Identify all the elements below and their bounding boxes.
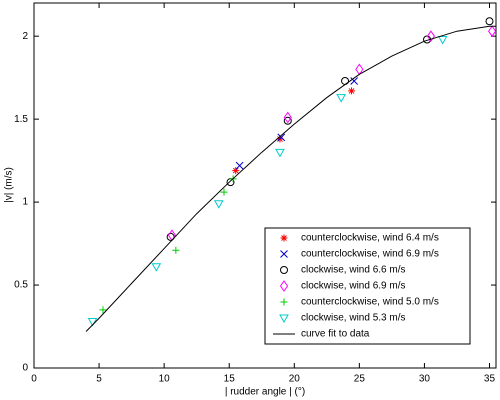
point (232, 167, 240, 175)
point (151, 263, 162, 272)
legend-label: counterclockwise, wind 5.0 m/s (301, 297, 439, 308)
legend: counterclockwise, wind 6.4 m/s counterclo… (264, 227, 471, 345)
point (350, 77, 358, 85)
x-tick-label: 15 (224, 374, 236, 385)
point (277, 133, 286, 142)
point (426, 30, 436, 43)
point (275, 148, 285, 158)
fit-curve (85, 25, 496, 332)
legend-label: clockwise, wind 5.3 m/s (301, 313, 405, 324)
y-tick-label: 0.5 (14, 280, 28, 291)
point (485, 17, 494, 26)
x-tick-label: 30 (419, 374, 431, 385)
legend-label: clockwise, wind 6.9 m/s (301, 281, 405, 292)
x-axis-label: | rudder angle | (°) (225, 387, 305, 398)
legend-label: counterclockwise, wind 6.9 m/s (301, 249, 439, 260)
point (487, 25, 497, 38)
x-tick-label: 35 (484, 374, 496, 385)
x-tick-label: 10 (159, 374, 171, 385)
point (235, 161, 244, 170)
point (341, 76, 350, 85)
point (213, 200, 224, 209)
point (336, 94, 346, 103)
legend-box (264, 227, 471, 345)
x-tick-label: 5 (96, 374, 102, 385)
point (87, 318, 98, 327)
y-axis-label: |v| (m/s) (4, 167, 15, 203)
y-tick-label: 1.5 (14, 114, 28, 125)
point (283, 111, 292, 124)
x-tick-label: 20 (289, 374, 301, 385)
y-tick-label: 2 (22, 31, 28, 42)
point (280, 234, 288, 242)
legend-label: counterclockwise, wind 6.4 m/s (301, 233, 439, 244)
point (283, 116, 292, 125)
point (280, 266, 288, 274)
point (348, 87, 356, 95)
x-tick-label: 0 (31, 374, 37, 385)
legend-label: clockwise, wind 6.6 m/s (301, 265, 405, 276)
y-tick-label: 0 (22, 363, 28, 374)
point (220, 188, 228, 196)
point (279, 314, 289, 324)
point (279, 280, 289, 292)
point (280, 250, 288, 258)
plot-frame (33, 2, 497, 369)
point (437, 36, 448, 45)
legend-label: curve fit to data (301, 329, 370, 340)
point (172, 246, 180, 254)
x-tick-label: 25 (354, 374, 366, 385)
point (167, 229, 177, 242)
point (99, 306, 107, 314)
point (280, 298, 288, 306)
y-tick-label: 1 (22, 197, 28, 208)
